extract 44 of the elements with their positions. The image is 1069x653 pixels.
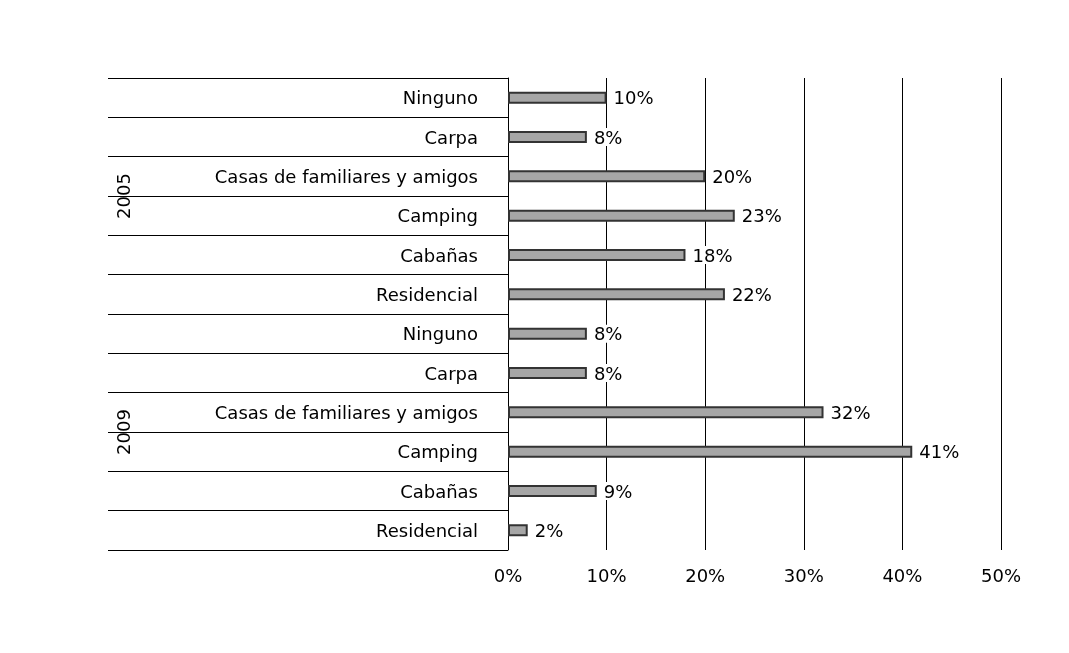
bar [508, 249, 686, 261]
y-tick-label: Casas de familiares y amigos [214, 401, 478, 423]
x-tick-label: 0% [493, 564, 523, 586]
data-label: 10% [613, 87, 654, 109]
bar [508, 91, 607, 104]
data-label: 23% [741, 205, 782, 227]
y-tick-label: Carpa [424, 126, 478, 148]
y-tick-label: Cabañas [400, 244, 478, 266]
y-tick-label: Camping [397, 205, 478, 227]
bar [508, 485, 597, 497]
x-tick-label: 50% [980, 564, 1022, 586]
y-tick-label: Cabañas [400, 480, 478, 502]
y-tick-label: Carpa [424, 362, 478, 384]
bar [508, 288, 725, 301]
data-label: 32% [830, 401, 871, 423]
x-tick-label: 30% [783, 564, 824, 586]
x-tick-label: 10% [586, 564, 627, 586]
data-label: 41% [919, 441, 960, 463]
data-label: 22% [731, 283, 772, 305]
bar [508, 327, 587, 340]
bar [508, 170, 706, 183]
data-label: 9% [603, 480, 633, 502]
x-tick-label: 20% [685, 564, 726, 586]
data-label: 8% [593, 362, 623, 384]
bar [508, 209, 735, 222]
bar [508, 445, 913, 458]
text: 2009 [112, 409, 134, 455]
bar [508, 367, 587, 379]
data-label: 8% [593, 126, 623, 148]
y-tick-label: Ninguno [402, 87, 478, 109]
y-tick-label: Ninguno [402, 323, 478, 345]
data-label: 8% [593, 323, 623, 345]
y-tick-label: Residencial [376, 519, 478, 541]
bar [508, 406, 824, 419]
y-tick-label: Residencial [376, 283, 478, 305]
y-tick-label: Casas de familiares y amigos [214, 165, 478, 187]
data-label: 2% [534, 519, 564, 541]
bar [508, 524, 528, 537]
y-tick-label: Camping [397, 441, 478, 463]
x-tick-label: 40% [882, 564, 923, 586]
text: 2005 [112, 173, 134, 219]
bar [508, 131, 587, 143]
data-label: 18% [692, 244, 733, 266]
data-label: 20% [712, 165, 753, 187]
